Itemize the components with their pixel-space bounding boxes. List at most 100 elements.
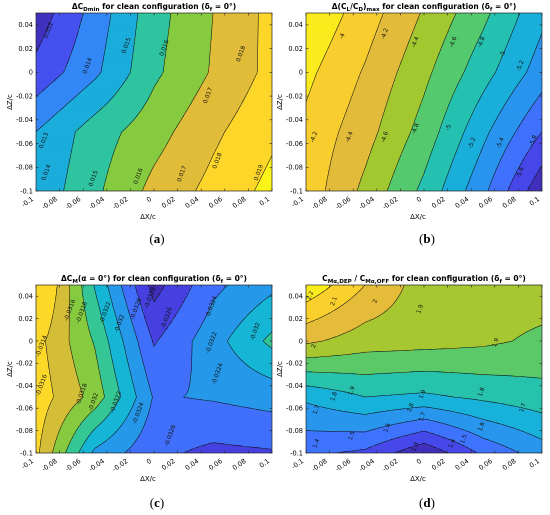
x-tick-label: 0.1 [528,195,541,208]
panel-caption: (a) [149,231,164,246]
contour-label: 1.8 [330,391,339,402]
chart-panel-c: -0.0314-0.0316-0.0316-0.0318-0.0318 -0.03… [6,274,273,510]
x-tick-label: 0 [145,457,153,466]
x-tick-label: 0.02 [430,457,447,472]
x-tick-label: -0.1 [20,457,35,471]
x-tick-label: 0.08 [501,195,518,210]
contour-label: -4.6 [381,131,391,144]
x-tick-label: 0.08 [231,195,248,210]
contour-line [527,165,542,191]
y-tick-label: -0.08 [286,427,303,435]
x-tick-label: 0.04 [184,457,201,472]
contour-label: -5.4 [496,137,506,150]
contour-line [91,285,272,453]
contour-line [254,155,272,191]
contour-label: 1.8 [407,402,416,413]
y-tick-label: -0.04 [286,382,303,390]
contour-label: 0.015 [121,37,132,55]
contour-line [78,285,272,453]
contour-label: 1.3 [412,441,421,452]
x-tick-label: 0.1 [258,195,271,208]
contour-line [65,285,105,453]
contour-line [36,13,84,97]
y-tick-label: -0.08 [16,164,33,172]
contour-lines [36,13,272,191]
y-tick-label: 0 [299,69,303,77]
x-tick-label: -0.1 [20,195,35,209]
contour-label: -5.6 [516,166,526,179]
contour-label: 1.8 [478,387,487,398]
contour-label: -4 [339,32,347,40]
contour-label: 0.016 [159,39,170,57]
y-tick-label: -0.06 [286,140,303,148]
contour-line [148,285,166,303]
x-axis-label: ΔX/c [410,213,426,221]
contour-label: 1.5 [460,434,469,445]
y-tick-label: -0.04 [16,116,33,124]
contour-line [141,13,214,191]
contour-label: -4.4 [345,131,355,144]
x-tick-label: -0.08 [310,457,329,473]
x-tick-label: -0.06 [334,195,353,211]
x-tick-label: -0.02 [111,457,130,473]
y-tick-label: -0.02 [286,360,303,368]
y-tick-label: -0.02 [16,360,33,368]
y-tick-label: -0.06 [16,140,33,148]
contour-label: 0.014 [41,164,52,182]
contour-label: -5 [445,124,453,132]
panel-caption: (b) [419,231,435,246]
contour-label: 0.013 [39,132,50,150]
contour-label: 1.5 [348,430,357,441]
x-tick-label: 0.06 [207,457,224,472]
x-tick-label: -0.02 [111,195,130,211]
x-tick-label: 0.1 [258,457,271,470]
x-tick-label: 0.08 [231,457,248,472]
y-tick-label: 0.04 [288,293,303,301]
y-tick-label: 0.02 [18,45,33,53]
x-tick-label: -0.04 [87,457,106,473]
y-axis-label: ΔZ/c [276,361,284,377]
contour-line [465,32,542,191]
contour-fill [306,13,542,191]
x-axis-label: ΔX/c [140,213,156,221]
contour-fill [306,285,542,453]
y-tick-label: -0.04 [286,116,303,124]
contour-line [507,131,542,191]
contour-line [102,13,172,191]
x-tick-label: -0.02 [381,195,400,211]
x-tick-label: -0.06 [64,195,83,211]
x-tick-label: -0.04 [357,195,376,211]
x-tick-label: -0.06 [64,457,83,473]
chart-title: Δ(CL/CD)max for clean configuration (δf … [332,2,517,13]
contour-label: 1.9 [348,385,357,396]
y-axis-label: ΔZ/c [6,94,14,110]
contour-label: 2 [372,298,379,304]
contour-label: 2.1 [330,296,339,307]
x-tick-label: 0 [415,457,423,466]
y-tick-label: 0.02 [288,45,303,53]
y-tick-label: 0.04 [288,21,303,29]
contour-label: 2.2 [307,290,316,301]
x-axis-label: ΔX/c [140,475,156,483]
contour-lines [39,285,272,453]
y-tick-label: -0.02 [286,92,303,100]
x-tick-label: 0.04 [454,195,471,210]
y-tick-label: -0.1 [290,449,303,457]
contour-label: 2 [311,343,318,349]
y-tick-label: -0.1 [20,449,33,457]
contour-label: 1.9 [416,304,425,315]
contour-label: 1.9 [492,337,501,348]
x-tick-label: 0 [415,195,423,204]
contour-label: -4.2 [381,27,391,40]
contour-line [306,385,542,414]
y-tick-label: -0.06 [16,405,33,413]
y-tick-label: -0.02 [16,92,33,100]
y-tick-label: 0.02 [288,315,303,323]
contour-line [120,285,272,453]
contour-label: 0.018 [236,45,247,63]
y-axis-label: ΔZ/c [6,361,14,377]
chart-panel-d: 2.22.1 21.92 1.91.9 1.91.8 1.81.81.71.71.71.… [276,274,543,510]
x-tick-label: -0.04 [87,195,106,211]
y-tick-label: -0.04 [16,382,33,390]
contour-label: 0.017 [177,165,188,183]
